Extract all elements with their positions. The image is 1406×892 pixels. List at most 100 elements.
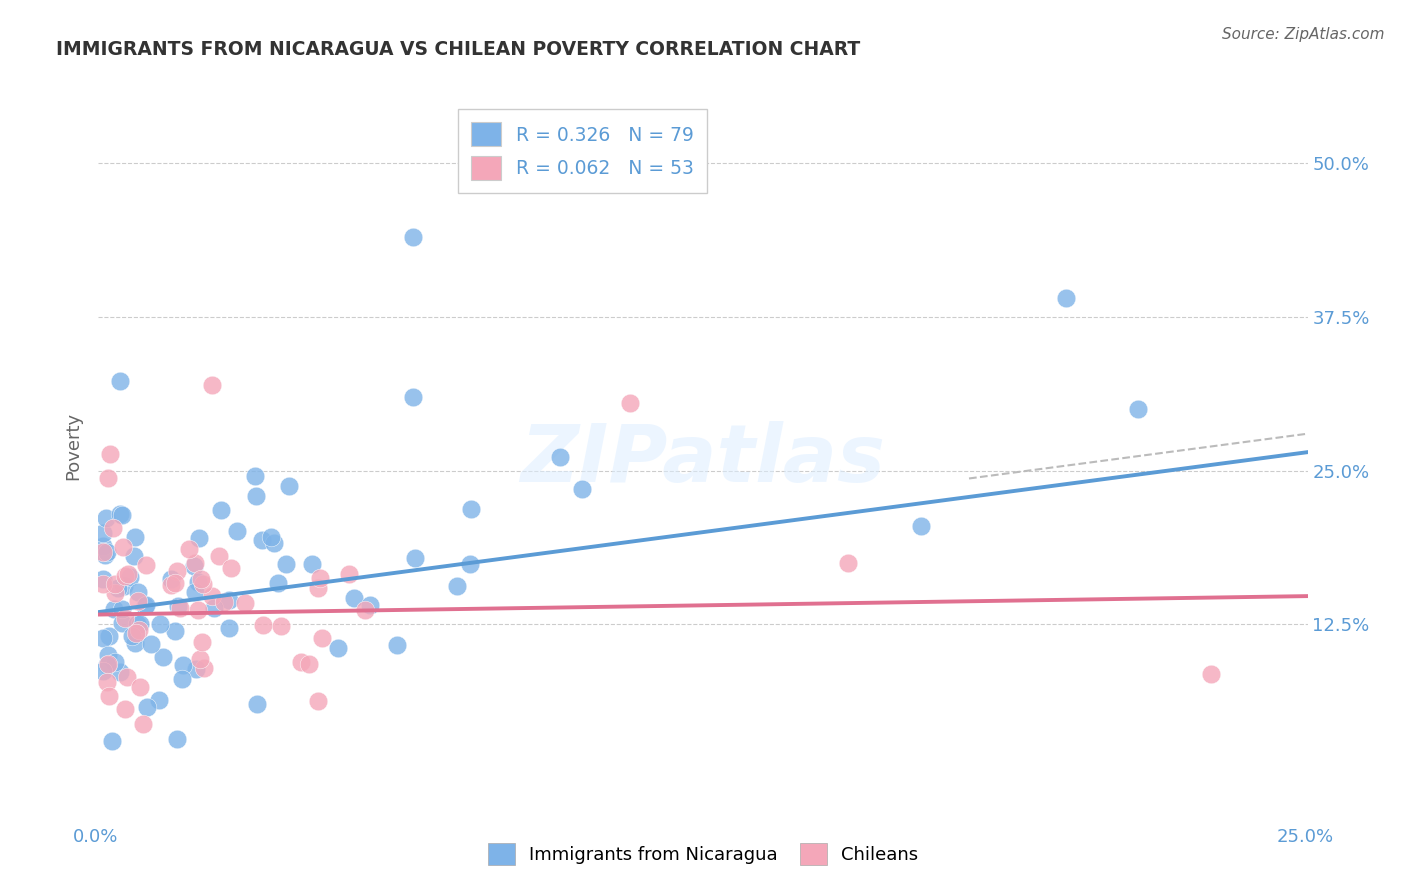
Point — [111, 508, 134, 522]
Point — [122, 549, 145, 563]
Point — [128, 623, 150, 637]
Point — [186, 662, 208, 676]
Point — [165, 576, 187, 591]
Legend: Immigrants from Nicaragua, Chileans: Immigrants from Nicaragua, Chileans — [481, 836, 925, 872]
Point — [183, 558, 205, 573]
Point — [103, 601, 125, 615]
Point — [245, 489, 267, 503]
Point — [166, 564, 188, 578]
Point — [458, 558, 481, 572]
Point — [219, 560, 242, 574]
Point — [209, 502, 232, 516]
Point — [307, 582, 329, 596]
Point — [1054, 291, 1077, 305]
Point — [166, 599, 188, 613]
Text: ZIPatlas: ZIPatlas — [520, 421, 886, 500]
Point — [187, 602, 209, 616]
Point — [93, 526, 115, 541]
Point — [402, 230, 425, 244]
Point — [136, 699, 159, 714]
Point — [208, 549, 231, 564]
Point — [250, 533, 273, 548]
Point — [343, 591, 366, 605]
Point — [298, 657, 321, 671]
Point — [96, 658, 118, 673]
Point — [101, 734, 124, 748]
Point — [98, 628, 121, 642]
Point — [337, 566, 360, 581]
Point — [191, 634, 214, 648]
Point — [91, 539, 114, 553]
Point — [359, 599, 381, 613]
Point — [201, 590, 224, 604]
Point — [98, 447, 121, 461]
Point — [135, 558, 157, 572]
Point — [103, 656, 125, 670]
Point — [117, 670, 139, 684]
Point — [837, 556, 859, 570]
Point — [134, 599, 156, 614]
Point — [267, 576, 290, 591]
Point — [308, 693, 330, 707]
Point — [91, 545, 114, 559]
Point — [125, 617, 148, 632]
Point — [446, 578, 468, 592]
Point — [97, 471, 120, 485]
Point — [111, 616, 134, 631]
Point — [129, 681, 152, 695]
Point — [121, 629, 143, 643]
Point — [212, 595, 235, 609]
Point — [91, 664, 114, 678]
Point — [277, 479, 299, 493]
Point — [96, 674, 118, 689]
Point — [184, 585, 207, 599]
Point — [114, 568, 136, 582]
Point — [132, 717, 155, 731]
Point — [571, 482, 593, 496]
Point — [188, 651, 211, 665]
Point — [260, 530, 283, 544]
Point — [246, 698, 269, 712]
Point — [184, 556, 207, 570]
Point — [218, 593, 240, 607]
Point — [108, 374, 131, 388]
Point — [202, 601, 225, 615]
Point — [548, 450, 571, 465]
Legend: R = 0.326   N = 79, R = 0.062   N = 53: R = 0.326 N = 79, R = 0.062 N = 53 — [457, 110, 707, 193]
Point — [114, 611, 136, 625]
Point — [160, 578, 183, 592]
Point — [276, 558, 298, 572]
Point — [619, 396, 641, 410]
Point — [190, 572, 212, 586]
Point — [172, 657, 194, 672]
Point — [125, 625, 148, 640]
Text: Source: ZipAtlas.com: Source: ZipAtlas.com — [1222, 27, 1385, 42]
Point — [270, 619, 292, 633]
Point — [104, 586, 127, 600]
Point — [354, 603, 377, 617]
Y-axis label: Poverty: Poverty — [65, 412, 83, 480]
Point — [127, 585, 149, 599]
Point — [263, 536, 285, 550]
Point — [193, 661, 215, 675]
Point — [245, 468, 267, 483]
Point — [910, 519, 932, 533]
Point — [101, 521, 124, 535]
Point — [1199, 666, 1222, 681]
Point — [166, 731, 188, 746]
Point — [402, 390, 425, 404]
Point — [91, 577, 114, 591]
Point — [311, 631, 333, 645]
Point — [177, 542, 200, 557]
Point — [94, 548, 117, 562]
Point — [301, 557, 323, 571]
Point — [108, 507, 131, 521]
Point — [124, 530, 146, 544]
Point — [404, 551, 426, 566]
Point — [385, 638, 408, 652]
Point — [226, 524, 249, 539]
Point — [94, 511, 117, 525]
Point — [290, 655, 312, 669]
Point — [233, 596, 256, 610]
Point — [107, 581, 129, 595]
